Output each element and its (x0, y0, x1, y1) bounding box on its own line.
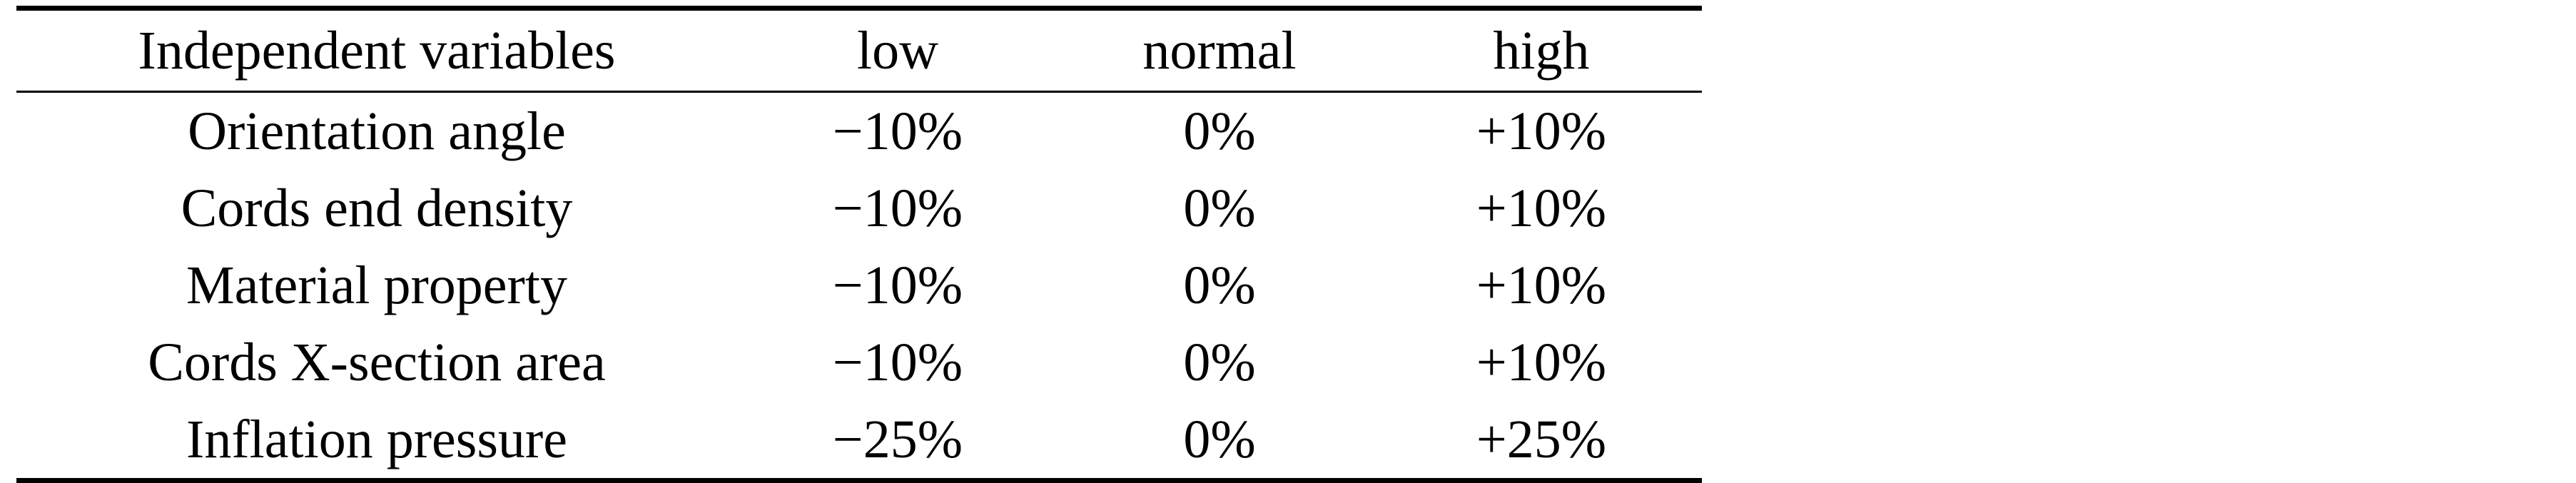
low-value-cell: −10% (832, 178, 963, 238)
normal-value-cell: 0% (1183, 410, 1256, 469)
header-high: high (1493, 21, 1590, 81)
variable-name-cell: Cords X-section area (148, 332, 606, 392)
table-row: Inflation pressure −25% 0% +25% (16, 401, 1702, 481)
table-header: Independent variables low normal high (16, 8, 1702, 92)
high-value-cell: +25% (1476, 410, 1607, 469)
table-row: Orientation angle −10% 0% +10% (16, 92, 1702, 171)
low-value-cell: −10% (832, 101, 963, 161)
low-value-cell: −25% (832, 410, 963, 469)
variables-table-container: Independent variables low normal high Or… (16, 6, 1702, 483)
high-value-cell: +10% (1476, 101, 1607, 161)
header-independent-variables: Independent variables (138, 21, 616, 81)
variable-name-cell: Inflation pressure (186, 410, 567, 469)
header-row: Independent variables low normal high (16, 8, 1702, 92)
table-row: Material property −10% 0% +10% (16, 247, 1702, 324)
table-row: Cords end density −10% 0% +10% (16, 170, 1702, 247)
variable-name-cell: Cords end density (181, 178, 573, 238)
table-body: Orientation angle −10% 0% +10% Cords end… (16, 92, 1702, 481)
header-low: low (857, 21, 938, 81)
table-row: Cords X-section area −10% 0% +10% (16, 324, 1702, 401)
low-value-cell: −10% (832, 332, 963, 392)
low-value-cell: −10% (832, 255, 963, 315)
variable-name-cell: Orientation angle (188, 101, 566, 161)
high-value-cell: +10% (1476, 255, 1607, 315)
variable-name-cell: Material property (186, 255, 567, 315)
variables-table: Independent variables low normal high Or… (16, 6, 1702, 483)
normal-value-cell: 0% (1183, 255, 1256, 315)
header-normal: normal (1142, 21, 1297, 81)
high-value-cell: +10% (1476, 178, 1607, 238)
normal-value-cell: 0% (1183, 332, 1256, 392)
normal-value-cell: 0% (1183, 178, 1256, 238)
normal-value-cell: 0% (1183, 101, 1256, 161)
high-value-cell: +10% (1476, 332, 1607, 392)
